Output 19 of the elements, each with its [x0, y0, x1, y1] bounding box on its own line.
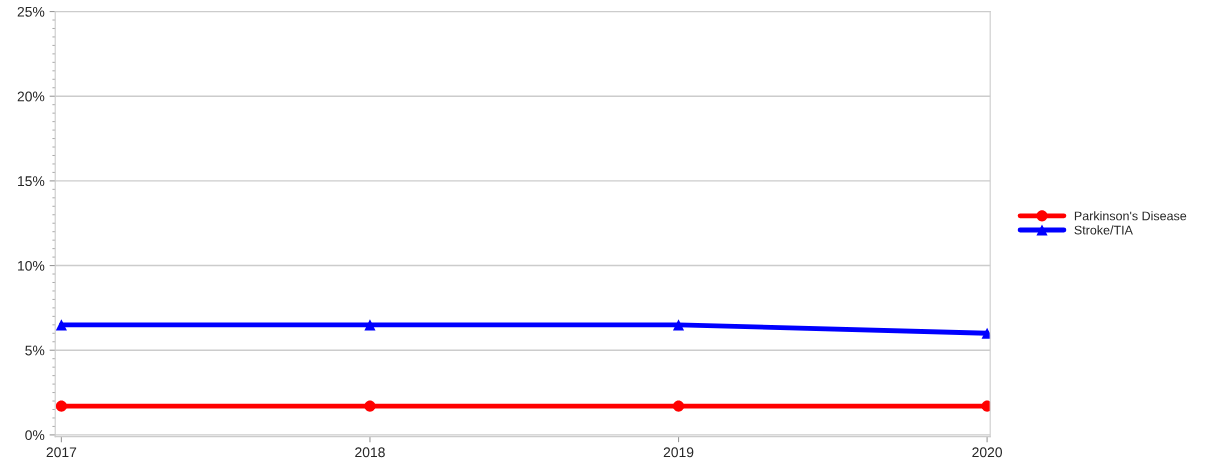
x-tick-label: 2017 — [46, 447, 77, 458]
point — [364, 400, 376, 412]
point — [981, 327, 991, 339]
legend-label: Stroke/TIA — [1074, 225, 1133, 235]
point — [981, 400, 991, 412]
point — [672, 319, 685, 331]
x-tick-label: 2018 — [355, 447, 385, 458]
y-tick-label: 25% — [17, 6, 45, 17]
y-tick-label: 0% — [25, 430, 45, 441]
y-tick-label: 5% — [25, 345, 45, 356]
point — [55, 400, 67, 412]
x-tick-label: 2019 — [663, 447, 694, 458]
point — [364, 319, 376, 331]
x-tick-label: 2020 — [972, 447, 1003, 458]
y-tick-label: 20% — [17, 91, 45, 102]
y-tick-label: 15% — [18, 176, 45, 187]
y-tick-label: 10% — [18, 260, 45, 271]
point — [672, 400, 685, 412]
legend-label: Parkinson's Disease — [1074, 211, 1187, 221]
